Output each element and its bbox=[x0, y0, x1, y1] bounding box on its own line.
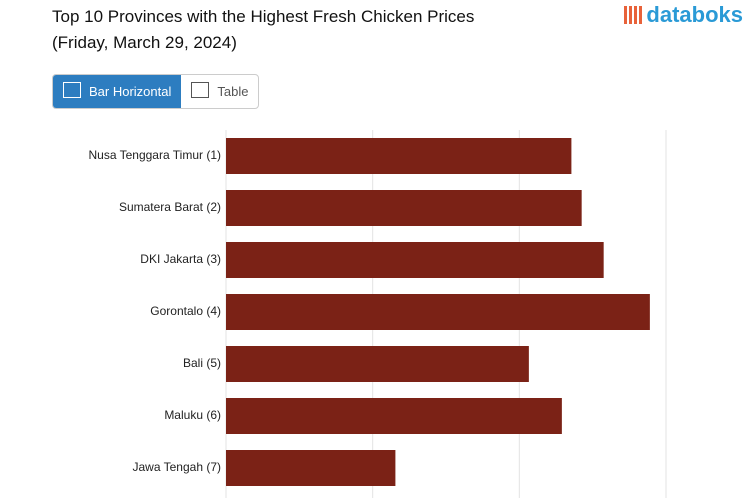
y-tick-label: Bali (5) bbox=[183, 356, 221, 370]
bar bbox=[226, 294, 650, 330]
bar bbox=[226, 398, 562, 434]
y-tick-label: Jawa Tengah (7) bbox=[133, 460, 222, 474]
title-block: Top 10 Provinces with the Highest Fresh … bbox=[52, 4, 474, 56]
chart-title: Top 10 Provinces with the Highest Fresh … bbox=[52, 7, 475, 26]
bar bbox=[226, 450, 396, 486]
bar bbox=[226, 346, 529, 382]
y-tick-label: Nusa Tenggara Timur (1) bbox=[88, 148, 221, 162]
bar bbox=[226, 242, 604, 278]
chart-subtitle: (Friday, March 29, 2024) bbox=[52, 33, 237, 52]
y-tick-label: Sumatera Barat (2) bbox=[119, 200, 221, 214]
view-toggle: Bar Horizontal Table bbox=[52, 74, 260, 109]
bar bbox=[226, 190, 582, 226]
brand-logo: databoks bbox=[624, 2, 743, 28]
bar bbox=[226, 138, 572, 174]
y-tick-label: Gorontalo (4) bbox=[150, 304, 221, 318]
y-tick-label: DKI Jakarta (3) bbox=[140, 252, 221, 266]
table-view-button[interactable]: Table bbox=[181, 75, 258, 108]
y-tick-label: Maluku (6) bbox=[164, 408, 221, 422]
bar-view-button[interactable]: Bar Horizontal bbox=[53, 75, 182, 108]
